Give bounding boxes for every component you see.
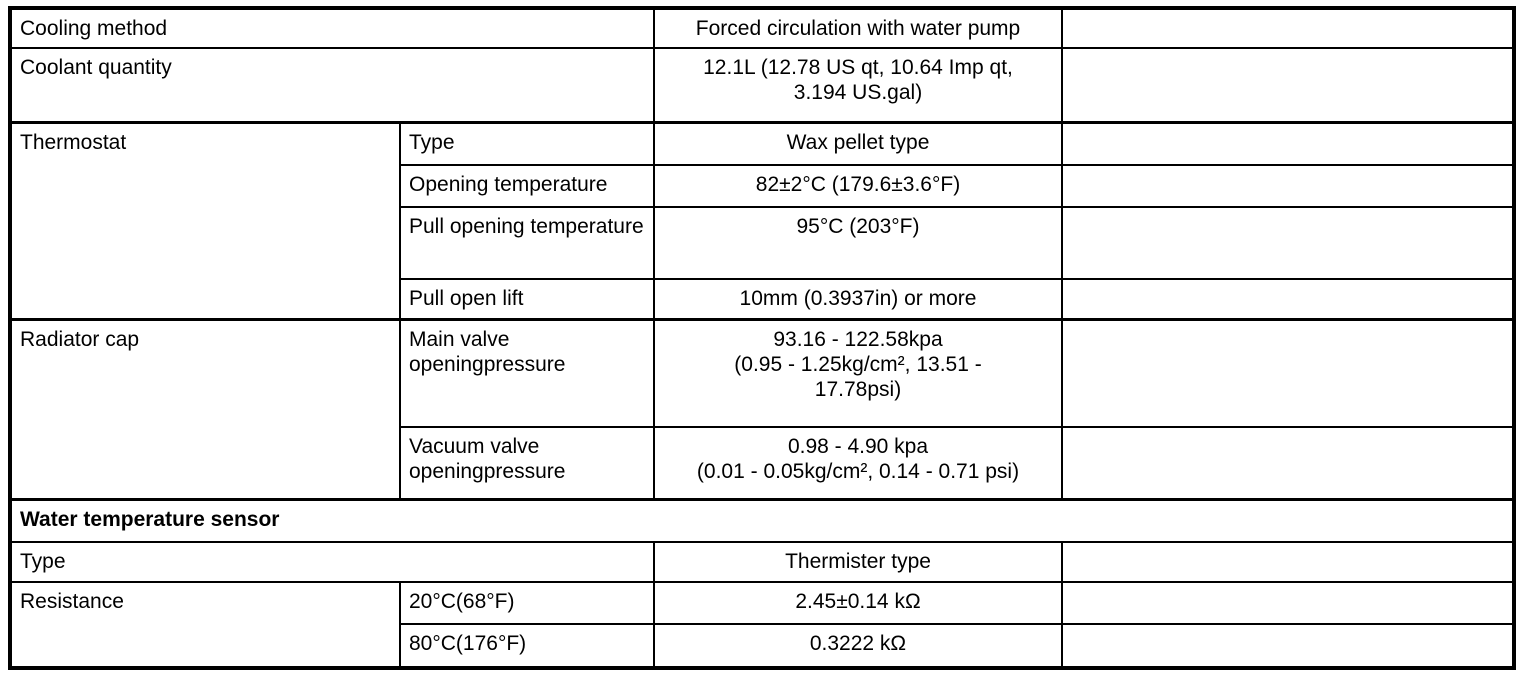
- row-thermostat-pull-opening-temperature: Pull opening temperature 95°C (203°F): [10, 206, 1515, 280]
- row-coolant-quantity: Coolant quantity 12.1L (12.78 US qt, 10.…: [9, 47, 1515, 123]
- pull-opening-temperature-label: Pull opening temperature: [399, 206, 655, 280]
- empty-cell: [1061, 47, 1515, 123]
- row-resistance-20c: Resistance 20°C(68°F) 2.45±0.14 kΩ: [9, 581, 1515, 669]
- row-sensor-type: Type Thermister type: [9, 541, 1515, 583]
- row-radiator-cap-vacuum-valve: Vacuum valve openingpressure 0.98 - 4.90…: [10, 426, 1515, 500]
- thermostat-label: Thermostat: [9, 120, 401, 320]
- empty-cell: [1061, 7, 1515, 49]
- resistance-label: Resistance: [9, 581, 401, 669]
- vacuum-valve-opening-pressure-label: Vacuum valve openingpressure: [399, 426, 655, 500]
- cooling-method-label: Cooling method: [9, 7, 655, 49]
- sensor-type-label: Type: [9, 541, 655, 583]
- coolant-quantity-value: 12.1L (12.78 US qt, 10.64 Imp qt, 3.194 …: [653, 47, 1063, 123]
- pull-open-lift-label: Pull open lift: [399, 278, 655, 320]
- pull-open-lift-value: 10mm (0.3937in) or more: [653, 278, 1063, 320]
- row-radiator-cap-main-valve: Radiator cap Main valve openingpressure …: [9, 317, 1515, 500]
- vacuum-valve-opening-pressure-value: 0.98 - 4.90 kpa (0.01 - 0.05kg/cm², 0.14…: [653, 426, 1063, 500]
- empty-cell: [1061, 206, 1515, 280]
- opening-temperature-label: Opening temperature: [399, 164, 655, 208]
- radiator-cap-label: Radiator cap: [9, 317, 401, 500]
- row-resistance-80c: 80°C(176°F) 0.3222 kΩ: [10, 623, 1515, 669]
- cooling-method-value: Forced circulation with water pump: [653, 7, 1063, 49]
- resistance-80c-label: 80°C(176°F): [399, 623, 655, 669]
- row-water-temperature-sensor-header: Water temperature sensor: [9, 497, 1515, 543]
- sensor-type-value: Thermister type: [653, 541, 1063, 583]
- empty-cell: [1061, 278, 1515, 320]
- empty-cell: [1061, 623, 1515, 669]
- pull-opening-temperature-value: 95°C (203°F): [653, 206, 1063, 280]
- opening-temperature-value: 82±2°C (179.6±3.6°F): [653, 164, 1063, 208]
- resistance-20c-label: 20°C(68°F): [399, 581, 655, 625]
- empty-cell: [1061, 581, 1515, 625]
- empty-cell: [1061, 426, 1515, 500]
- cooling-system-spec-table: Cooling method Forced circulation with w…: [8, 6, 1516, 670]
- main-valve-opening-pressure-label: Main valve openingpressure: [399, 317, 655, 428]
- row-thermostat-pull-open-lift: Pull open lift 10mm (0.3937in) or more: [10, 278, 1515, 320]
- row-cooling-method: Cooling method Forced circulation with w…: [9, 7, 1515, 49]
- thermostat-type-label: Type: [399, 120, 655, 166]
- water-temperature-sensor-header: Water temperature sensor: [9, 497, 1515, 543]
- main-valve-opening-pressure-value: 93.16 - 122.58kpa (0.95 - 1.25kg/cm², 13…: [653, 317, 1063, 428]
- row-thermostat-opening-temperature: Opening temperature 82±2°C (179.6±3.6°F): [10, 164, 1515, 208]
- empty-cell: [1061, 541, 1515, 583]
- empty-cell: [1061, 164, 1515, 208]
- resistance-20c-value: 2.45±0.14 kΩ: [653, 581, 1063, 625]
- empty-cell: [1061, 317, 1515, 428]
- thermostat-type-value: Wax pellet type: [653, 120, 1063, 166]
- resistance-80c-value: 0.3222 kΩ: [653, 623, 1063, 669]
- coolant-quantity-label: Coolant quantity: [9, 47, 655, 123]
- row-thermostat-type: Thermostat Type Wax pellet type: [9, 120, 1515, 320]
- empty-cell: [1061, 120, 1515, 166]
